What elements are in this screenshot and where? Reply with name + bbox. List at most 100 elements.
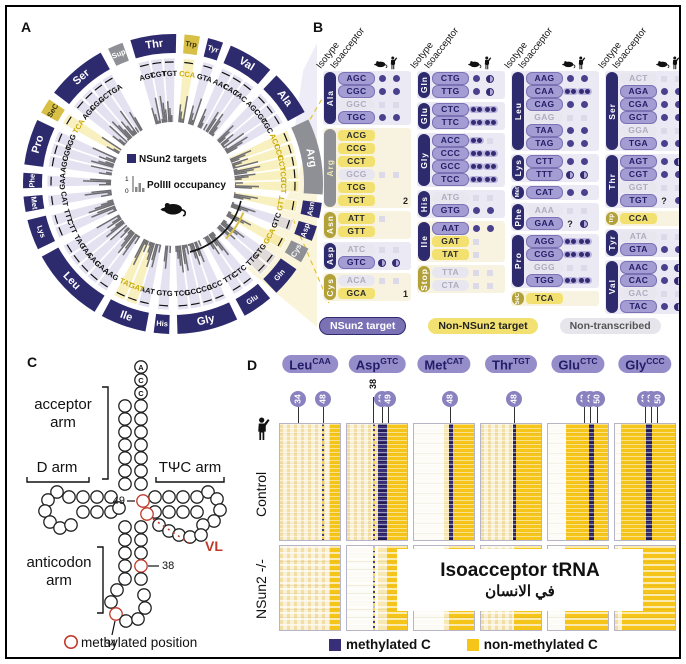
mouse-marker [657,88,671,95]
mouse-marker [468,137,484,144]
isoacceptor-row: TGA [620,137,679,150]
legend-non-transcribed: Non-transcribed [559,318,661,334]
callout-line [590,407,592,424]
panel-a-label: A [21,19,32,35]
svg-text:C: C [138,376,144,385]
human-marker [577,140,591,147]
isoacceptor-row: TGC [338,111,414,124]
human-marker [482,176,498,183]
human-marker [671,75,679,82]
callout-line [584,407,586,424]
human-marker [671,302,679,311]
anticodon-pill: AAC [620,261,657,274]
svg-text:His: His [156,319,168,329]
legend-poliii-occupancy: PolIII occupancy [147,180,226,191]
isoacceptor-row: CCG [338,142,414,155]
anticodon-pill: TAA [526,124,563,137]
mouse-marker [469,225,483,232]
svg-text:D arm: D arm [37,459,78,476]
svg-text:38: 38 [162,560,174,572]
isodecoder-pill: AspGTC [348,355,406,374]
human-icon [255,417,271,441]
svg-text:Arg: Arg [303,147,318,168]
isotype-block-thr: Thr AGT CGT GGT TGT? [605,154,679,208]
position-callout: 34 [289,391,306,407]
isodecoder-pill: GlyCCC [618,355,672,374]
svg-text:Met: Met [29,196,40,211]
anticodon-pill: ACG [338,130,375,141]
anticodon-pill: GAG [526,112,563,123]
position-callout: 48 [315,391,332,407]
isotype-group-2: Isotype Isoacceptor Gln CTG TTG Glu CTC TTC Gly A… [408,15,508,317]
anticodon-pill: CCC [432,147,469,160]
human-marker [576,88,592,95]
isoacceptor-row: ATC [338,243,414,256]
callout-line [373,397,375,424]
anticodon-pill: GTA [620,243,657,256]
mouse-marker [657,233,671,240]
svg-text:TGT: TGT [162,69,178,78]
svg-text:1: 1 [125,176,129,183]
anticodon-pill: TAC [620,300,657,313]
isoacceptor-row: GAT [432,235,508,248]
isotype-pill: Stop [418,266,430,292]
mouse-marker [562,277,578,284]
anticodon-pill: GGA [620,125,657,136]
anticodon-pill: CGC [338,85,375,98]
isoacceptor-row: CGT [620,168,679,181]
isoacceptor-row: AGC [338,72,414,85]
svg-text:anticodon: anticodon [26,554,91,571]
svg-text:arm: arm [46,572,72,589]
mouse-marker [657,277,671,284]
legend-nsun2-target: NSun2 target [319,317,407,335]
isotype-pill: Asn [324,212,336,238]
isoacceptor-row: CTG [432,72,508,85]
heatmap-control [346,423,408,541]
heatmap-column-met: MetCAT 48 [413,353,475,657]
isotype-pill: Ala [324,72,336,124]
panel-b-isoacceptor-matrix: B Isotype Isoacceptor Ala AGC CGC GGC TGC Arg AC… [313,15,679,351]
non-methylated-swatch [466,638,479,651]
human-marker [389,277,403,284]
svg-text:0: 0 [125,188,129,195]
anticodon-pill: TGG [526,274,563,287]
isoacceptor-row: CAC [620,274,679,287]
isotype-block-his: His ATG GTG [417,190,505,218]
isodecoder-pill: GluCTC [551,355,605,374]
isotype-block-gly: Gly ACC CCC GCC TCC [417,133,505,187]
anticodon-pill: AAA [526,205,563,216]
mouse-marker [563,207,577,214]
human-marker [389,75,403,82]
human-marker [671,171,679,178]
figure-frame: A AGC CGC TGC Ala ACG CCG CCT TCG TCT Arg GTT Asn GT… [5,5,681,659]
isoacceptor-row: AGG [526,235,602,248]
row-label-nsun2-ko: NSun2 -/- [253,559,269,619]
isotype-pill: Phe [512,204,524,230]
anticodon-pill: TAG [526,137,563,150]
svg-text:Gly: Gly [196,312,217,328]
isoacceptor-row: TAT [432,248,508,261]
human-marker [483,269,497,276]
mouse-icon [561,59,576,69]
anticodon-pill: TTG [432,85,469,98]
anticodon-pill: CGA [620,98,657,111]
human-marker [389,171,403,178]
isoacceptor-row: AAC [620,261,679,274]
human-marker [577,101,591,108]
isoacceptor-row: GAC [620,287,679,300]
svg-text:GTA: GTA [196,72,214,85]
human-icon [483,56,492,70]
anticodon-pill: ATA [620,231,657,242]
isoacceptor-row: AAT [432,222,508,235]
mouse-marker [657,171,671,178]
isotype-group-3: Isotype Isoacceptor Leu AAG CAA CAG GAG TAA TAG L… [502,15,599,317]
mouse-marker [469,269,483,276]
isotype-pill: Met [512,186,524,199]
legend-nsun2-targets: NSun2 targets [139,154,207,165]
anticodon-pill: CAC [620,274,657,287]
mouse-marker [375,258,389,267]
mouse-marker [657,303,671,310]
isotype-block-pro: Pro AGG CGG GGG TGG [511,234,599,288]
